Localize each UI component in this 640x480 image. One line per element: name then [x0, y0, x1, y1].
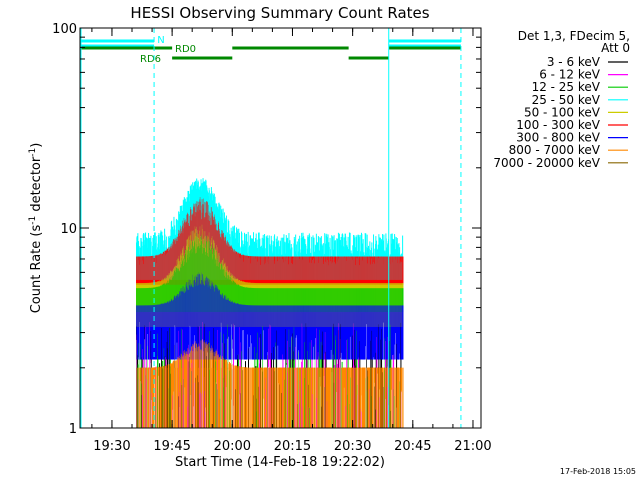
data-sample-25-50-kev	[302, 232, 304, 280]
data-sample-25-50-kev	[288, 233, 290, 280]
data-sample-25-50-kev	[337, 232, 339, 280]
data-sample-25-50-kev	[247, 231, 249, 280]
data-sample-25-50-kev	[301, 232, 303, 280]
data-sample-25-50-kev	[258, 232, 260, 280]
flare-data-layer	[136, 178, 404, 428]
chart-title: HESSI Observing Summary Count Rates	[130, 4, 429, 22]
